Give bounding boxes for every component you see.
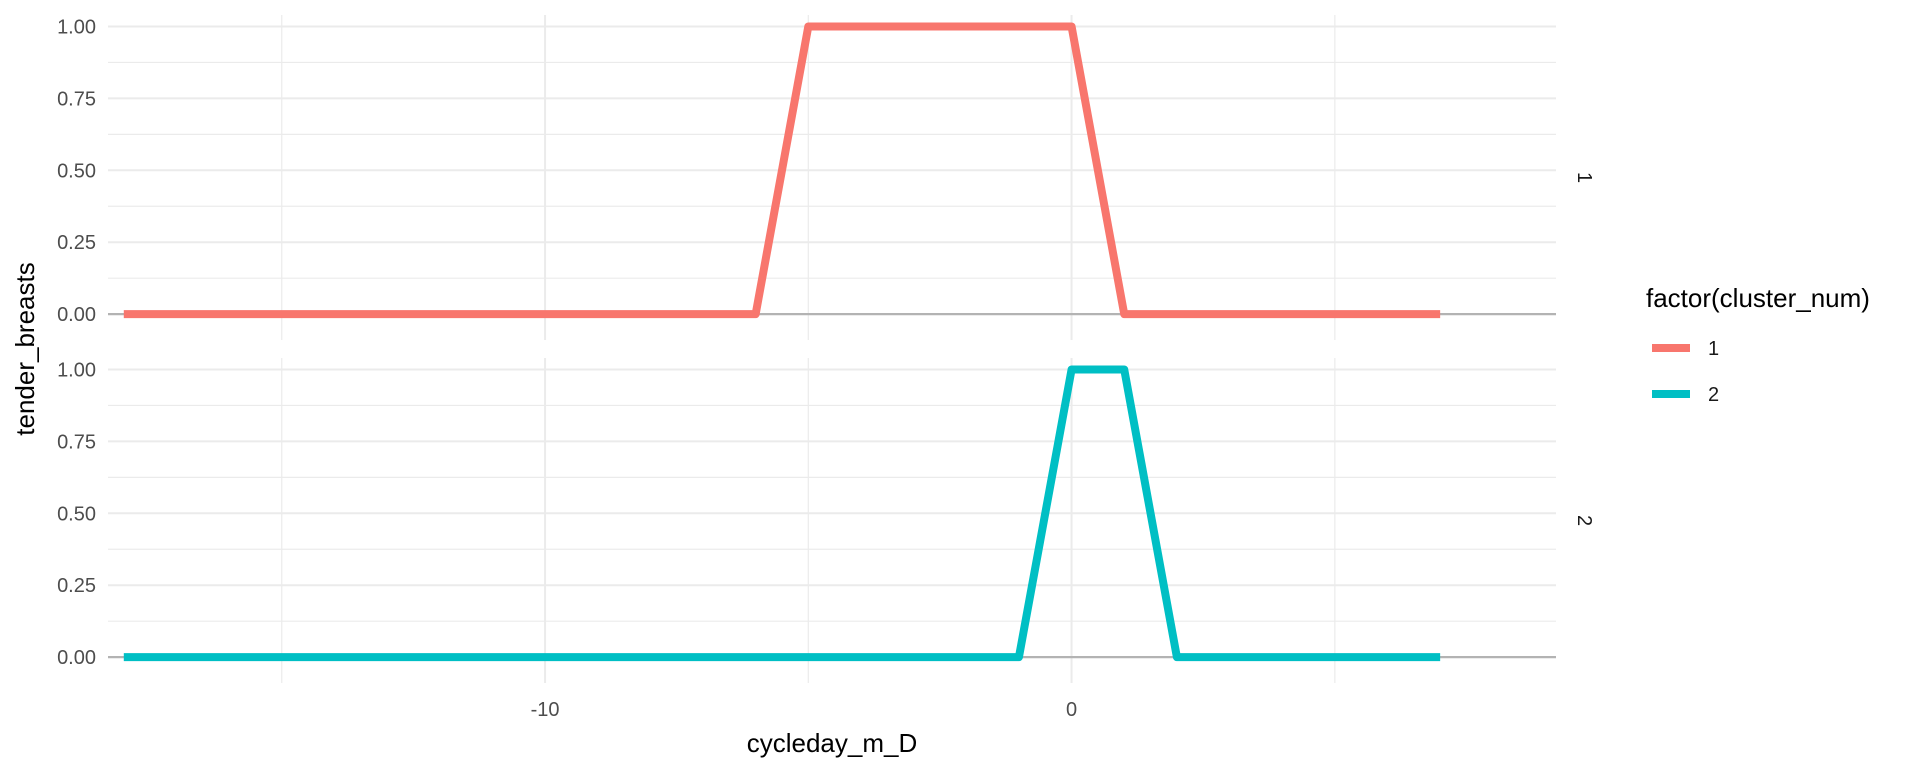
legend-label-2: 2 [1708, 384, 1719, 406]
legend: factor(cluster_num) 1 2 [1646, 283, 1870, 406]
y-tick-label: 0.50 [57, 503, 96, 525]
x-tick-label: -10 [531, 699, 560, 721]
y-tick-label: 1.00 [57, 17, 96, 39]
series-line-1 [123, 22, 1441, 319]
y-tick-label: 0.75 [57, 88, 96, 110]
y-tick-label: 0.00 [57, 304, 96, 326]
legend-label-1: 1 [1708, 338, 1719, 360]
facet-strip-label: 1 [1573, 172, 1595, 183]
x-tick-label: 0 [1066, 699, 1077, 721]
legend-title: factor(cluster_num) [1646, 283, 1870, 313]
series-line-2 [123, 365, 1441, 662]
y-tick-label: 1.00 [57, 360, 96, 382]
y-tick-label: 0.50 [57, 160, 96, 182]
facet-strip-label: 2 [1573, 515, 1595, 526]
y-tick-label: 0.00 [57, 647, 96, 669]
facet-panels: 0.00 0.25 0.50 0.75 1.00 1 0.00 0.25 0.50 0.75 1.0… [57, 15, 1595, 683]
y-tick-label: 0.75 [57, 431, 96, 453]
facet-panel-2: 0.00 0.25 0.50 0.75 1.00 2 [57, 358, 1595, 683]
y-tick-label: 0.25 [57, 575, 96, 597]
x-axis: -10 0 [531, 699, 1078, 721]
y-axis-title: tender_breasts [10, 262, 40, 435]
facet-panel-1: 0.00 0.25 0.50 0.75 1.00 1 [57, 15, 1595, 340]
x-axis-title: cycleday_m_D [747, 728, 918, 758]
y-tick-label: 0.25 [57, 232, 96, 254]
